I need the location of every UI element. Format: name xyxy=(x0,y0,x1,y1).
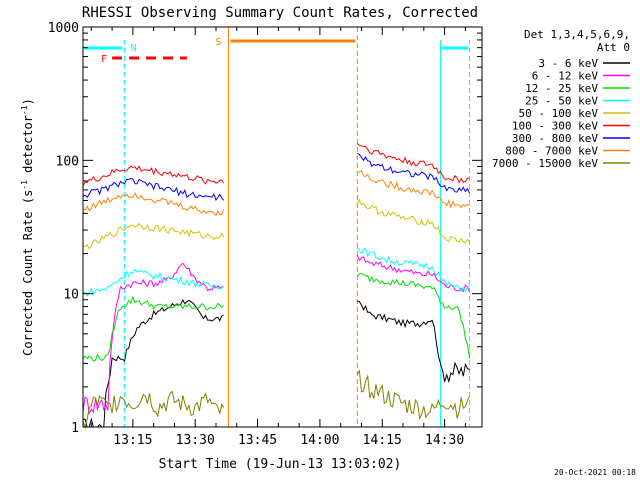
series-line-9 xyxy=(82,369,470,429)
y-axis-label-end: ) xyxy=(21,98,35,105)
legend-label-6: 100 - 300 keV xyxy=(512,120,598,133)
plot-area: N F S xyxy=(82,27,471,429)
y-tick-label-2: 10 xyxy=(63,288,79,303)
series-line-7 xyxy=(82,152,470,201)
series-line-8 xyxy=(82,169,470,217)
x-tick-label-5: 14:15 xyxy=(363,433,402,448)
y-axis-label-mid: detector xyxy=(21,115,35,180)
annotation-f: F xyxy=(101,54,107,65)
annotation-n: N xyxy=(131,43,137,54)
y-axis-label-main: Corrected Count Rate (s xyxy=(21,190,35,356)
series-line-6 xyxy=(82,143,470,186)
x-tick-label-3: 13:45 xyxy=(238,433,277,448)
plot-frame xyxy=(82,26,483,428)
legend-label-2: 6 - 12 keV xyxy=(532,70,599,83)
axis-ticks: 13:15 13:30 13:45 14:00 14:15 14:30 1 10 100 1000 xyxy=(48,21,482,448)
x-tick-label-6: 14:30 xyxy=(425,433,464,448)
x-tick-label-1: 13:15 xyxy=(113,433,152,448)
series-line-4 xyxy=(82,247,470,297)
y-axis-label: Corrected Count Rate (s-1 detector-1) xyxy=(20,98,35,356)
y-tick-label-1: 1 xyxy=(71,421,79,436)
x-tick-label-2: 13:30 xyxy=(176,433,215,448)
x-tick-label-4: 14:00 xyxy=(300,433,339,448)
chart-title: RHESSI Observing Summary Count Rates, Co… xyxy=(82,5,478,21)
series-line-3 xyxy=(82,272,470,362)
annotation-s: S xyxy=(215,37,221,48)
legend-label-9: 7000 - 15000 keV xyxy=(492,157,598,170)
series-line-1 xyxy=(82,299,470,428)
series-line-5 xyxy=(82,198,470,250)
y-tick-label-4: 1000 xyxy=(48,21,79,36)
legend-header-detectors: Det 1,3,4,5,6,9, xyxy=(524,28,630,41)
x-axis-label: Start Time (19-Jun-13 13:03:02) xyxy=(159,457,402,472)
footer-timestamp: 20-Oct-2021 00:18 xyxy=(554,468,636,477)
y-axis-label-sup2: -1 xyxy=(20,105,29,115)
legend-header-attenuator: Att 0 xyxy=(597,41,630,54)
legend-label-7: 300 - 800 keV xyxy=(512,132,598,145)
legend-label-8: 800 - 7000 keV xyxy=(505,145,598,158)
y-axis-label-sup1: -1 xyxy=(20,180,29,190)
legend-label-5: 50 - 100 keV xyxy=(519,107,599,120)
legend-label-4: 25 - 50 keV xyxy=(525,95,598,108)
y-tick-label-3: 100 xyxy=(56,154,79,169)
legend-label-3: 12 - 25 keV xyxy=(525,82,598,95)
legend-label-1: 3 - 6 keV xyxy=(538,57,598,70)
